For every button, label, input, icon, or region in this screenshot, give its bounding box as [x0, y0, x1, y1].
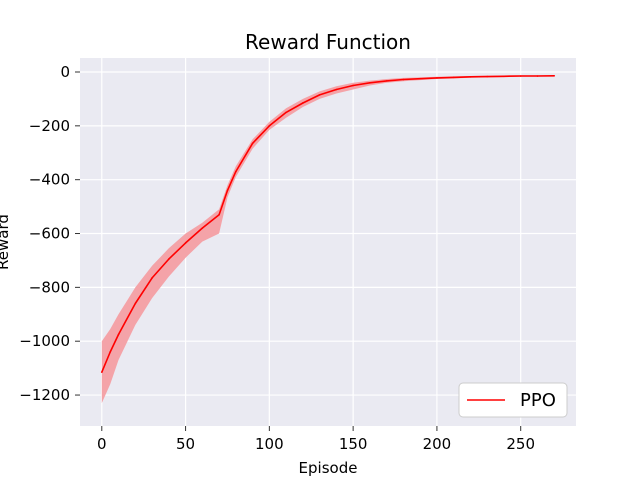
data-point-ppo	[151, 277, 153, 279]
y-tick-label: 0	[60, 63, 70, 81]
x-tick-label: 200	[423, 435, 452, 453]
data-point-ppo	[369, 81, 371, 84]
y-tick-label: −400	[29, 171, 70, 189]
data-point-ppo	[402, 78, 405, 81]
x-tick-label: 150	[339, 435, 368, 453]
data-point-ppo	[452, 76, 455, 79]
y-tick-label: −600	[29, 225, 70, 243]
data-point-ppo	[419, 77, 421, 80]
data-point-ppo	[318, 94, 321, 96]
data-point-ppo	[486, 75, 488, 78]
data-point-ppo	[503, 75, 505, 78]
data-point-ppo	[218, 213, 220, 216]
y-tick-label: −1200	[19, 386, 70, 404]
series-line-ppo	[101, 75, 555, 373]
data-point-ppo	[184, 242, 187, 244]
chart-title: Reward Function	[245, 30, 411, 54]
data-point-ppo	[268, 125, 271, 127]
data-point-ppo	[251, 142, 254, 145]
data-point-ppo	[235, 170, 237, 173]
data-point-ppo	[302, 102, 304, 104]
data-point-ppo	[134, 302, 137, 305]
y-tick-label: −200	[29, 117, 70, 135]
data-point-ppo	[436, 77, 438, 79]
x-axis-label: Episode	[299, 459, 358, 477]
x-tick-label: 100	[255, 435, 284, 453]
series-layer	[100, 74, 556, 404]
y-axis-label: Reward	[0, 214, 12, 270]
data-point-ppo	[226, 189, 229, 192]
data-point-ppo	[168, 258, 170, 260]
data-point-ppo	[385, 80, 388, 82]
legend: PPO	[458, 382, 568, 418]
y-tick-label: −1000	[19, 332, 70, 350]
x-tick-label: 50	[176, 435, 195, 453]
data-point-ppo	[469, 76, 472, 78]
data-point-ppo	[352, 84, 354, 87]
data-point-ppo	[100, 371, 103, 373]
data-point-ppo	[109, 351, 111, 353]
data-point-ppo	[536, 75, 539, 77]
y-tick-label: −800	[29, 278, 70, 296]
data-point-ppo	[553, 74, 556, 77]
legend-box	[458, 382, 568, 418]
data-point-ppo	[519, 75, 522, 77]
tick-labels: 0 50 100 150 200 250 0 −200 −400 −600 −800 −1000 −12…	[19, 63, 535, 453]
data-point-ppo	[335, 88, 338, 91]
confidence-band-ppo	[101, 75, 555, 404]
data-point-ppo	[285, 111, 287, 114]
legend-label-ppo: PPO	[520, 390, 556, 411]
data-point-ppo	[117, 333, 120, 336]
x-tick-label: 250	[506, 435, 535, 453]
data-point-ppo	[201, 227, 204, 229]
x-tick-label: 0	[97, 435, 107, 453]
plot-background	[80, 58, 576, 426]
